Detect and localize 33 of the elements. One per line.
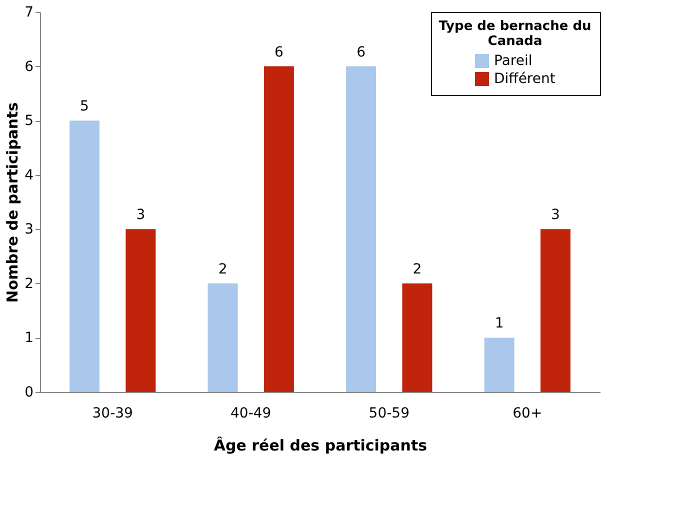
y-tick-label: 0 [24, 384, 34, 400]
bar [208, 283, 238, 392]
y-tick-label: 5 [24, 113, 34, 130]
y-axis-title: Nombre de participants [4, 102, 22, 303]
bar [540, 229, 570, 392]
legend-title: Type de bernache du Canada [438, 19, 592, 49]
x-tick-label: 50-59 [368, 406, 410, 422]
bar [264, 66, 294, 392]
x-tick-label: 30-39 [92, 406, 133, 422]
y-tick-label: 4 [24, 167, 34, 184]
bar [346, 66, 376, 392]
bar [402, 283, 432, 392]
data-label: 5 [80, 98, 89, 115]
y-tick-label: 2 [24, 276, 34, 292]
data-label: 2 [218, 261, 228, 278]
bar [126, 229, 156, 392]
y-tick-label: 6 [24, 58, 34, 75]
bar [70, 120, 100, 392]
y-tick-label: 7 [24, 4, 34, 20]
data-label: 3 [551, 207, 560, 224]
x-tick-label: 60+ [512, 406, 542, 422]
legend-label: Pareil [494, 53, 532, 69]
data-label: 1 [494, 316, 504, 332]
x-tick-label: 40-49 [230, 406, 272, 422]
x-axis-title: Âge réel des participants [214, 436, 428, 454]
data-label: 2 [412, 261, 422, 278]
bar [484, 338, 514, 392]
y-tick-label: 1 [24, 330, 34, 346]
y-tick-label: 3 [24, 222, 34, 238]
legend-label: Différent [494, 71, 556, 87]
data-label: 6 [356, 44, 366, 60]
data-label: 6 [274, 44, 284, 60]
data-label: 3 [136, 207, 146, 224]
